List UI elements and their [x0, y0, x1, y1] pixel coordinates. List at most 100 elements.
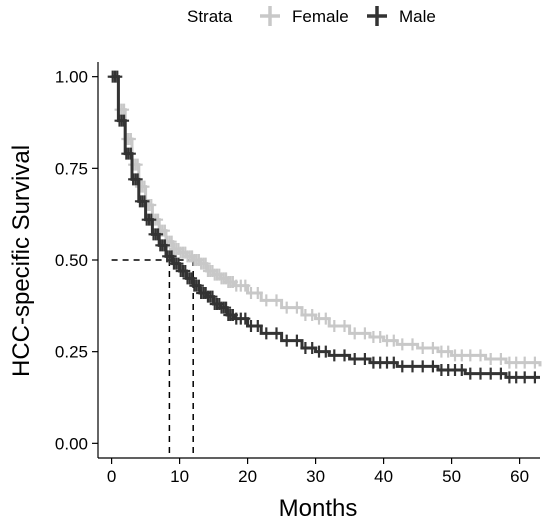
censor-mark — [388, 356, 399, 369]
censor-mark — [529, 356, 540, 369]
censor-mark — [511, 356, 522, 369]
censor-mark — [132, 173, 143, 186]
y-tick-label: 0.00 — [55, 434, 88, 453]
censor-mark — [511, 371, 522, 384]
censor-mark — [475, 349, 486, 362]
series-male — [107, 70, 540, 384]
censor-mark — [207, 290, 218, 303]
censor-mark — [252, 287, 263, 299]
legend-label-female: Female — [292, 7, 349, 26]
censor-mark — [125, 147, 136, 160]
censor-mark — [240, 312, 251, 325]
censor-mark — [112, 70, 123, 83]
legend-key-female — [260, 6, 280, 26]
censor-mark — [119, 114, 130, 127]
censor-mark — [307, 342, 318, 354]
censor-mark — [359, 353, 370, 365]
median-lines — [111, 259, 194, 458]
censor-mark — [291, 334, 302, 347]
axes: 0.00 0.25 0.50 0.75 1.00 0 10 20 30 40 50 60 — [55, 62, 540, 486]
censor-mark — [329, 349, 340, 362]
censor-mark — [443, 345, 454, 358]
censor-mark — [427, 360, 438, 373]
censor-mark — [153, 228, 164, 241]
censor-mark — [339, 349, 350, 362]
censor-mark — [146, 213, 157, 226]
y-tick-label: 1.00 — [55, 68, 88, 87]
censor-mark — [132, 158, 143, 171]
censor-mark — [519, 371, 530, 384]
censor-mark — [397, 360, 408, 373]
censor-mark — [320, 345, 331, 358]
x-tick-label: 60 — [510, 467, 529, 486]
censor-mark — [320, 312, 331, 325]
x-axis-title: Months — [279, 495, 358, 522]
censor-mark — [397, 338, 408, 351]
censor-mark — [159, 224, 170, 237]
censor-mark — [456, 364, 467, 376]
censor-mark — [146, 199, 157, 211]
censor-mark — [349, 353, 360, 365]
y-tick-label: 0.50 — [55, 251, 88, 270]
censor-mark — [180, 265, 191, 277]
censor-mark — [307, 309, 318, 321]
x-tick-label: 0 — [107, 467, 116, 486]
x-tick-label: 30 — [306, 467, 325, 486]
censor-mark — [173, 257, 184, 270]
censor-mark — [291, 301, 302, 314]
censor-mark — [281, 334, 292, 347]
censor-mark — [359, 327, 370, 340]
series-female — [107, 70, 542, 369]
censor-mark — [240, 279, 251, 292]
censor-mark — [193, 279, 204, 292]
censor-mark — [200, 257, 211, 270]
y-tick-label: 0.25 — [55, 343, 88, 362]
censor-mark — [252, 320, 263, 332]
censor-mark — [339, 320, 350, 332]
y-axis-title: HCC-specific Survival — [8, 145, 35, 377]
legend-title: Strata — [187, 7, 233, 26]
censor-mark — [349, 327, 360, 340]
censor-mark — [465, 349, 476, 362]
x-tick-label: 40 — [374, 467, 393, 486]
censor-mark — [271, 294, 282, 307]
censor-mark — [221, 301, 232, 314]
censor-mark — [166, 235, 177, 248]
x-tick-label: 20 — [238, 467, 257, 486]
censor-mark — [529, 371, 540, 384]
censor-mark — [427, 342, 438, 354]
censor-mark — [495, 353, 506, 365]
censor-mark — [159, 239, 170, 252]
censor-mark — [485, 367, 496, 380]
survival-curve-male — [111, 75, 540, 379]
censor-mark — [139, 180, 150, 193]
x-tick-label: 10 — [170, 467, 189, 486]
censor-mark — [119, 103, 130, 116]
censor-mark — [407, 338, 418, 351]
x-tick-label: 50 — [442, 467, 461, 486]
censor-mark — [375, 331, 386, 343]
censor-mark — [495, 367, 506, 380]
censor-mark — [465, 367, 476, 380]
censor-mark — [417, 342, 428, 354]
censor-mark — [329, 320, 340, 332]
legend: Strata Female Male — [187, 6, 436, 26]
plot-area — [107, 70, 542, 458]
censor-mark — [139, 195, 150, 208]
censor-mark — [125, 133, 136, 145]
censor-mark — [519, 356, 530, 369]
y-tick-label: 0.75 — [55, 159, 88, 178]
legend-key-male — [367, 6, 387, 26]
legend-label-male: Male — [399, 7, 436, 26]
censor-mark — [271, 327, 282, 340]
censor-mark — [261, 294, 272, 307]
censor-mark — [166, 250, 177, 263]
censor-mark — [187, 272, 198, 285]
censor-mark — [261, 327, 272, 340]
censor-mark — [407, 360, 418, 373]
censor-mark — [475, 367, 486, 380]
censor-mark — [388, 334, 399, 347]
censor-mark — [417, 360, 428, 373]
